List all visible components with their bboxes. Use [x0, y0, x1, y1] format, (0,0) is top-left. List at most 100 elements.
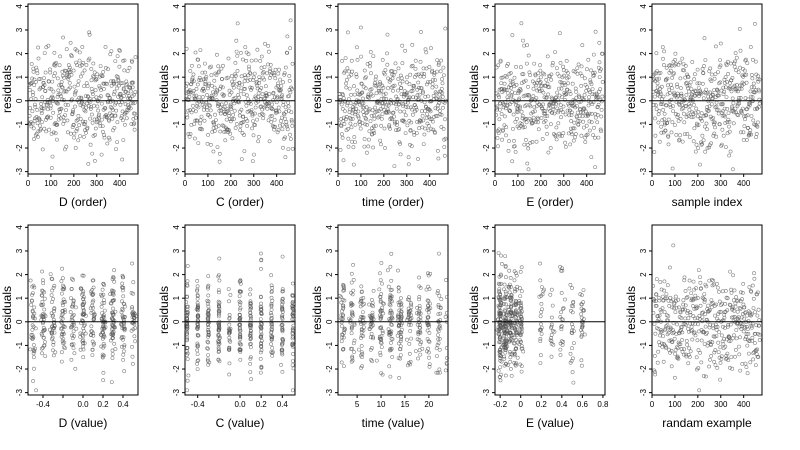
data-point: [668, 325, 673, 330]
data-point: [561, 104, 566, 109]
data-point: [753, 107, 758, 112]
data-point: [269, 295, 274, 300]
data-point: [189, 82, 194, 86]
data-point: [680, 103, 684, 107]
data-point: [112, 92, 116, 97]
data-point: [508, 309, 513, 314]
data-point: [133, 55, 138, 60]
data-point: [731, 167, 735, 172]
data-point: [132, 127, 137, 132]
data-point: [752, 276, 757, 281]
data-point: [389, 251, 394, 256]
data-point: [419, 340, 424, 345]
y-tick-label: 0: [639, 319, 648, 324]
data-point: [585, 132, 590, 137]
data-point: [340, 332, 345, 337]
data-point: [376, 86, 381, 91]
data-point: [445, 356, 449, 360]
data-point: [712, 76, 717, 81]
data-point: [62, 285, 66, 290]
data-point: [363, 86, 368, 91]
data-point: [386, 110, 391, 115]
data-point: [694, 355, 699, 360]
data-point: [431, 77, 436, 82]
data-point: [59, 313, 64, 318]
data-point: [435, 354, 439, 359]
data-point: [69, 72, 74, 77]
data-point: [340, 59, 345, 63]
data-point: [519, 300, 523, 305]
data-point: [42, 126, 47, 131]
data-point: [64, 47, 69, 52]
data-point: [281, 99, 286, 104]
data-point: [538, 339, 543, 344]
data-point: [52, 326, 57, 331]
y-tick-label: 2: [639, 272, 648, 277]
data-point: [424, 116, 429, 120]
data-point: [188, 132, 193, 136]
data-point: [272, 95, 277, 100]
data-point: [568, 360, 573, 365]
data-point: [509, 284, 513, 289]
data-point: [108, 96, 112, 101]
data-point: [406, 295, 411, 300]
data-point: [38, 86, 43, 90]
data-point: [227, 315, 232, 320]
data-point: [500, 137, 505, 142]
data-point: [340, 317, 345, 322]
data-point: [248, 85, 253, 90]
data-point: [249, 316, 253, 321]
data-point: [436, 63, 441, 67]
data-point: [651, 103, 656, 107]
data-point: [345, 103, 350, 108]
data-point: [207, 81, 212, 86]
data-point: [80, 273, 85, 278]
data-point: [502, 356, 507, 361]
data-point: [98, 85, 103, 90]
data-point: [665, 283, 670, 288]
data-point: [273, 125, 278, 129]
data-point: [729, 78, 734, 83]
data-point: [395, 120, 400, 125]
data-point: [238, 357, 243, 362]
data-point: [405, 363, 410, 368]
y-tick-label: 4: [15, 4, 24, 9]
data-point: [291, 323, 296, 328]
data-point: [283, 135, 288, 140]
x-tick-label: 0: [183, 179, 188, 188]
data-point: [279, 84, 284, 88]
data-point: [734, 295, 739, 299]
data-point: [678, 116, 683, 121]
data-point: [131, 80, 135, 85]
data-point: [410, 112, 415, 117]
data-point: [597, 40, 602, 45]
data-point: [110, 356, 115, 360]
data-point: [228, 102, 233, 107]
data-point: [508, 108, 513, 113]
y-tick-label: 2: [15, 272, 24, 277]
data-point: [714, 302, 719, 307]
data-point: [400, 103, 405, 108]
data-point: [435, 58, 440, 63]
data-point: [537, 294, 542, 299]
data-point: [101, 70, 106, 74]
data-point: [245, 78, 250, 83]
data-point: [425, 315, 430, 320]
data-point: [682, 111, 686, 116]
data-point: [359, 296, 364, 301]
data-point: [278, 77, 283, 82]
data-point: [730, 366, 735, 371]
data-point: [222, 129, 227, 134]
data-point: [111, 332, 115, 337]
data-point: [288, 137, 293, 141]
data-point: [754, 323, 759, 328]
data-point: [507, 139, 511, 143]
data-point: [558, 353, 563, 357]
data-point: [200, 95, 205, 99]
data-point: [534, 83, 538, 88]
data-point: [391, 110, 396, 115]
data-point: [235, 69, 240, 73]
data-point: [206, 312, 211, 317]
data-point: [206, 132, 211, 137]
data-point: [32, 348, 37, 353]
